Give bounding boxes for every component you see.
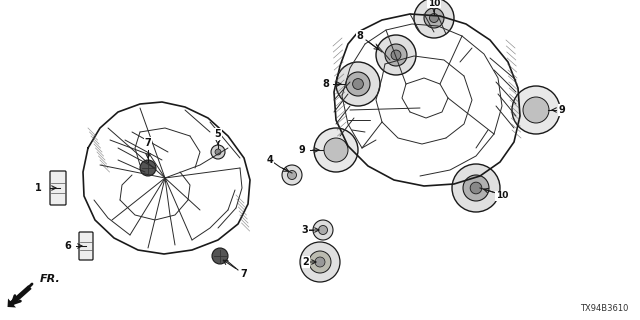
Circle shape [385,44,407,66]
Text: TX94B3610: TX94B3610 [580,304,628,313]
Circle shape [215,149,221,155]
Text: 3: 3 [301,225,308,235]
Text: 2: 2 [303,257,309,267]
Circle shape [287,171,296,180]
Circle shape [319,226,328,235]
Circle shape [512,86,560,134]
Circle shape [336,62,380,106]
Text: 7: 7 [145,138,152,148]
Circle shape [523,97,549,123]
Circle shape [353,79,364,89]
Circle shape [346,72,370,96]
Text: 10: 10 [428,0,440,7]
Text: 9: 9 [299,145,305,155]
Circle shape [140,160,156,176]
Circle shape [309,251,331,273]
Circle shape [282,165,302,185]
Circle shape [452,164,500,212]
Text: 4: 4 [267,155,273,165]
Circle shape [300,242,340,282]
Text: 1: 1 [35,183,42,193]
Text: 8: 8 [356,31,364,41]
Circle shape [313,220,333,240]
Text: 5: 5 [214,129,221,139]
Text: FR.: FR. [40,274,61,284]
Circle shape [212,248,228,264]
Circle shape [424,8,444,28]
FancyArrow shape [8,285,31,308]
Circle shape [429,13,438,22]
Circle shape [315,257,325,267]
Circle shape [211,145,225,159]
Circle shape [470,182,482,194]
Text: 10: 10 [496,191,508,201]
Circle shape [376,35,416,75]
Circle shape [391,50,401,60]
Circle shape [414,0,454,38]
Circle shape [463,175,489,201]
Text: 7: 7 [241,269,248,279]
FancyBboxPatch shape [79,232,93,260]
Text: 6: 6 [65,241,72,251]
FancyBboxPatch shape [50,171,66,205]
Text: 8: 8 [323,79,330,89]
Circle shape [314,128,358,172]
Text: 9: 9 [559,105,565,115]
Circle shape [324,138,348,162]
